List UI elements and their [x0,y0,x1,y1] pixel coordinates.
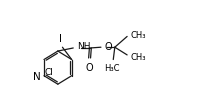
Text: I: I [59,34,62,44]
Text: O: O [105,42,112,52]
Text: CH₃: CH₃ [131,53,146,61]
Text: NH: NH [77,42,91,51]
Text: N: N [33,71,41,81]
Text: O: O [86,62,93,72]
Text: H₃C: H₃C [104,64,120,73]
Text: CH₃: CH₃ [131,31,146,40]
Text: Cl: Cl [44,68,53,76]
